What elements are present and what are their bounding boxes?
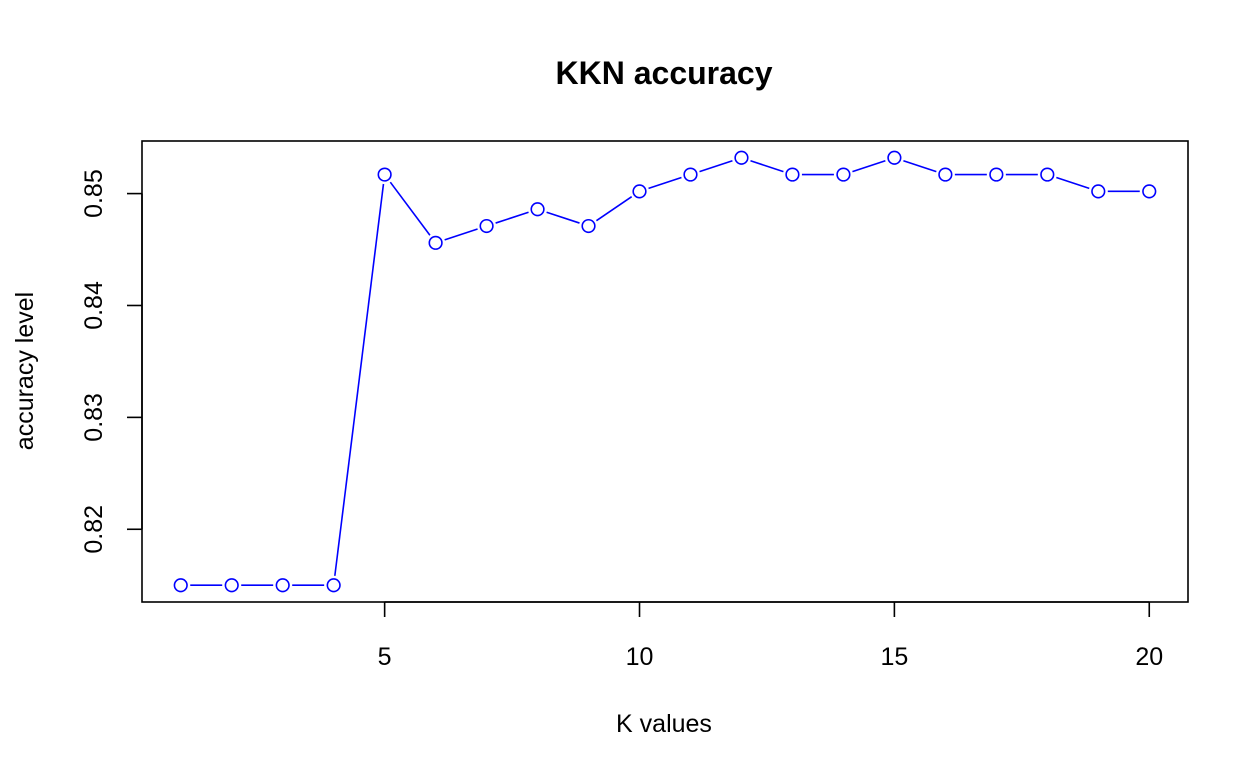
data-point <box>275 578 290 593</box>
data-point <box>1142 184 1157 199</box>
data-point <box>1091 184 1106 199</box>
data-point <box>326 578 341 593</box>
data-point <box>836 167 851 182</box>
series-line-segment <box>389 181 431 236</box>
y-axis-label: accuracy level <box>11 292 39 450</box>
y-tick-label: 0.84 <box>80 281 108 330</box>
data-point <box>632 184 647 199</box>
data-point <box>377 167 392 182</box>
chart-title: KKN accuracy <box>556 55 773 91</box>
series-line-segment <box>334 183 385 576</box>
data-point <box>581 218 596 234</box>
x-tick-label: 15 <box>880 643 908 671</box>
data-point <box>683 167 698 182</box>
x-tick-label: 10 <box>626 643 654 671</box>
data-point <box>428 235 443 250</box>
series-line-segment <box>750 159 784 173</box>
plot-area <box>141 140 1189 603</box>
x-tick-label: 20 <box>1135 643 1163 671</box>
data-point <box>887 150 902 165</box>
series-line-segment <box>546 211 580 224</box>
series-line-segment <box>648 176 682 190</box>
y-tick-label: 0.83 <box>80 393 108 442</box>
data-point <box>1040 167 1055 182</box>
data-point <box>734 150 749 165</box>
series-line-segment <box>903 159 937 173</box>
series-line-segment <box>495 211 529 224</box>
data-point <box>224 578 239 593</box>
data-point <box>173 578 188 593</box>
x-axis-label: K values <box>616 710 712 738</box>
series-line-segment <box>699 159 733 173</box>
y-axis: 0.82 0.83 0.84 0.85 <box>80 169 143 554</box>
data-point <box>938 167 953 182</box>
series-line-segment <box>595 196 633 222</box>
y-tick-label: 0.85 <box>80 169 108 218</box>
data-point <box>785 167 800 182</box>
series-layer <box>173 150 1157 593</box>
series-line-segment <box>444 228 478 241</box>
series-line-segment <box>852 159 886 173</box>
data-point <box>530 202 545 217</box>
data-point <box>989 167 1004 182</box>
series-line-segment <box>1056 176 1090 190</box>
data-point <box>479 218 494 234</box>
x-tick-label: 5 <box>378 643 392 671</box>
x-axis: 5 10 15 20 <box>378 601 1163 671</box>
y-tick-label: 0.82 <box>80 505 108 554</box>
